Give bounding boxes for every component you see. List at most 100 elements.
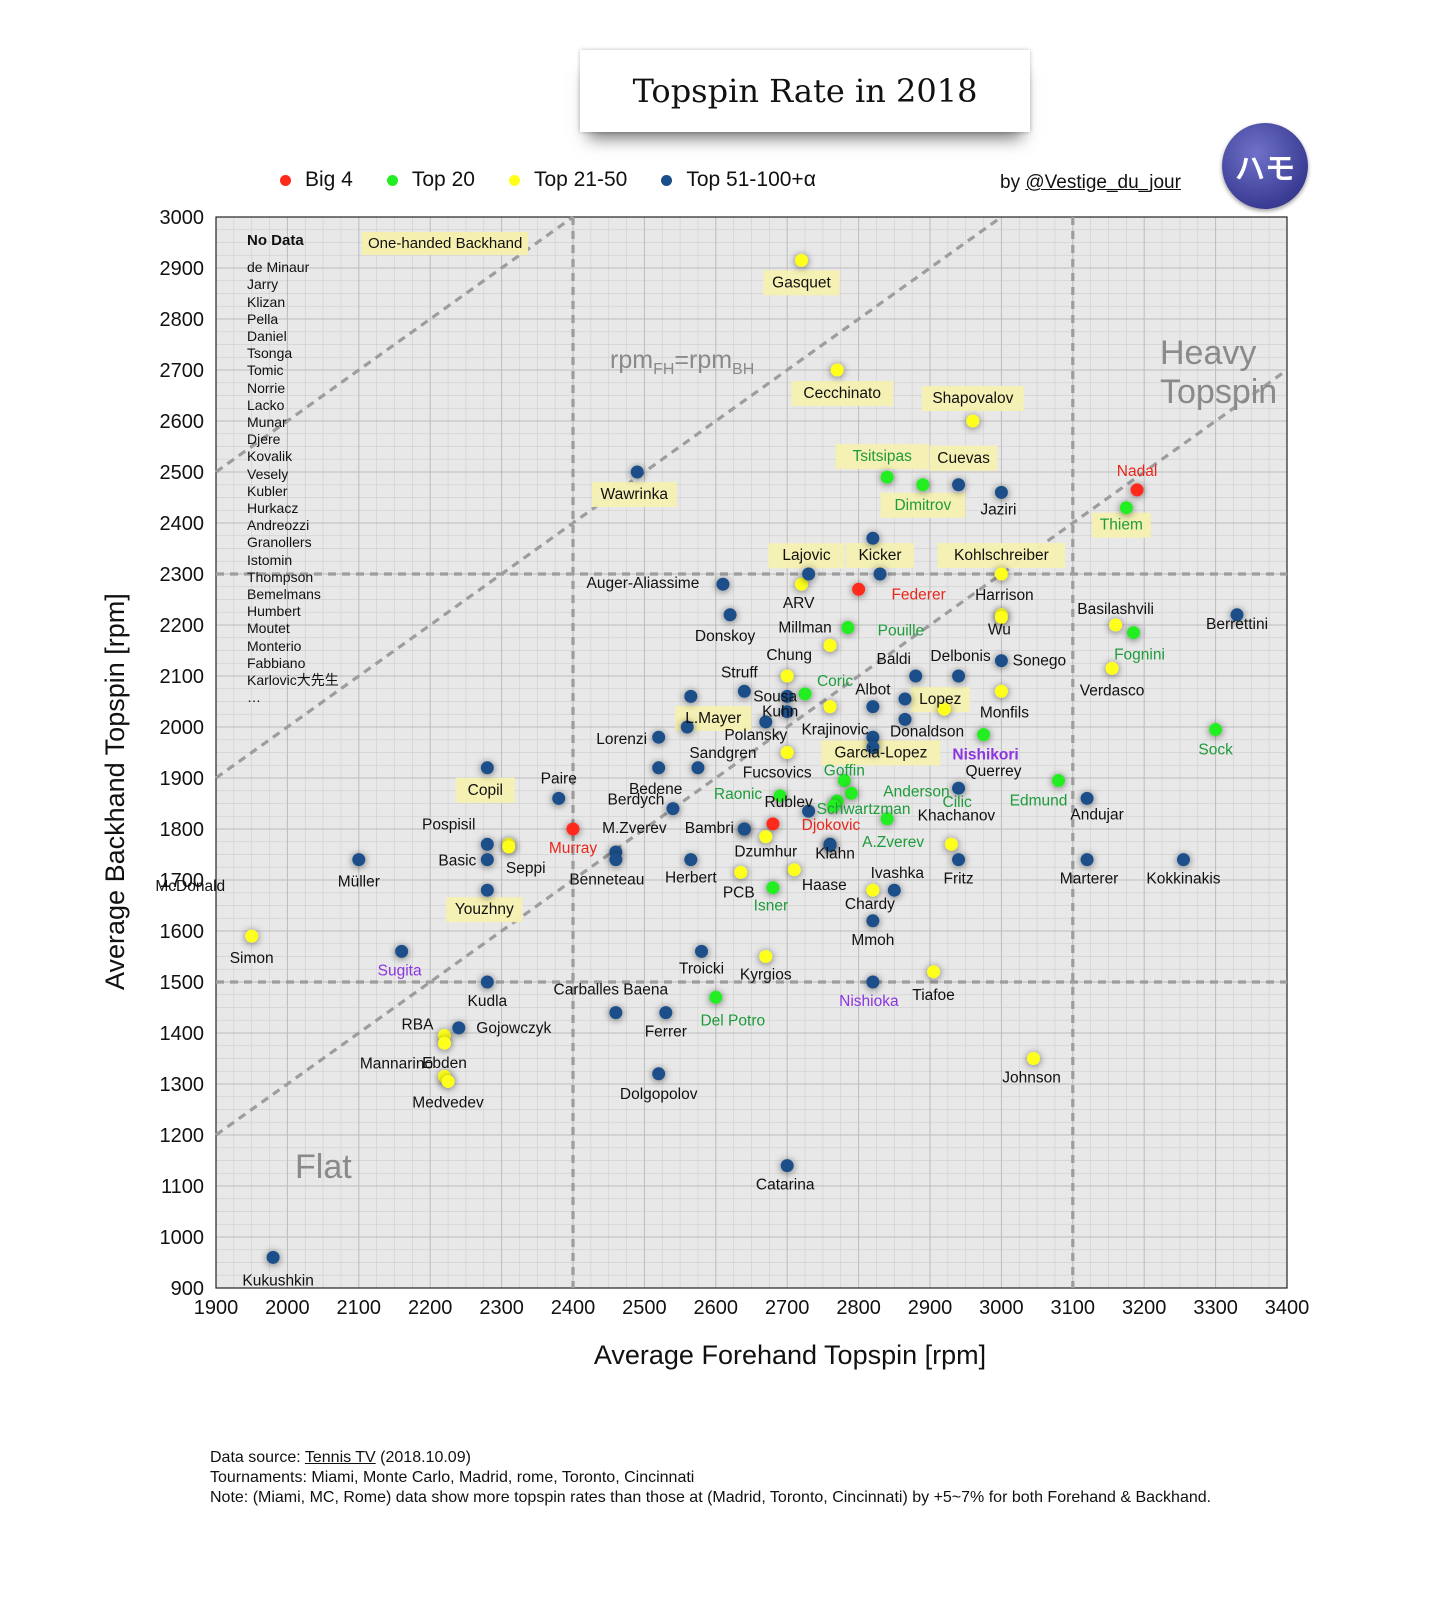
point-label: McDonald [155,878,225,895]
no-data-name: Hurkacz [247,500,299,517]
x-tick-label: 1900 [194,1297,239,1319]
point-label: Khachanov [918,807,996,824]
point-label: Harrison [975,587,1034,604]
data-point [480,853,494,867]
point-label: Basic [438,853,476,870]
y-tick-label: 1900 [160,768,205,790]
data-point [866,740,880,754]
data-point [352,853,366,867]
no-data-name: Daniel [247,328,287,345]
no-data-name: Tsonga [247,345,293,362]
data-point [766,817,780,831]
data-point [977,728,991,742]
data-point [766,881,780,895]
data-point [480,761,494,775]
point-label: Mmoh [851,932,894,949]
point-label: Edmund [1010,793,1068,810]
y-tick-label: 2800 [160,309,205,331]
data-point [927,965,941,979]
point-label: Kohlschreiber [954,547,1049,564]
y-tick-label: 1800 [160,819,205,841]
label-highlight [821,740,941,766]
point-label: Jaziri [980,501,1016,518]
point-label: Gasquet [772,274,831,291]
point-label: Sonego [1013,653,1066,670]
no-data-name: Moutet [247,620,290,637]
zone-heavy-line1: Heavy [1160,334,1257,372]
no-data-name: … [247,689,261,706]
y-axis-label: Average Backhand Topspin [rpm] [100,593,130,990]
label-highlight [455,777,515,803]
footer-source-link[interactable]: Tennis TV [304,1449,376,1466]
x-tick-label: 3000 [979,1297,1024,1319]
no-data-title: No Data [247,232,304,249]
point-label: Basilashvili [1077,601,1154,618]
data-point [684,853,698,867]
point-label: Raonic [714,786,762,803]
data-point [1105,661,1119,675]
data-point [666,802,680,816]
footer: Data source: Tennis TV (2018.10.09) Tour… [210,1448,1211,1508]
point-label: Garcia-Lopez [834,744,927,761]
byline-prefix: by [1000,172,1026,193]
point-label: Carballes Baena [554,982,669,999]
point-label: A.Zverev [862,834,924,851]
point-label: Medvedev [412,1094,484,1111]
data-point [1209,723,1223,737]
legend-item-big4: Big 4 [280,168,353,192]
point-label: Shapovalov [932,390,1013,407]
point-label: Kokkinakis [1146,871,1220,888]
legend-label-top50: Top 21-50 [533,168,628,191]
x-tick-label: 2400 [551,1297,596,1319]
no-data-name: Andreozzi [247,517,310,534]
point-label: Polansky [724,727,787,744]
point-label: Kuhn [762,704,798,721]
data-point [502,840,516,854]
data-point [866,700,880,714]
point-label: Lorenzi [596,731,647,748]
label-highlight [846,543,914,568]
data-point [898,712,912,726]
reference-line-diagonal [215,215,574,474]
point-label: Chardy [845,896,895,913]
point-label: Pouille [878,623,925,640]
byline-handle[interactable]: @Vestige_du_jour [1025,172,1181,193]
diagonal-label: rpmFH=rpmBH [610,346,754,379]
point-label: Klahn [815,845,855,862]
data-point [1080,791,1094,805]
data-point [780,746,794,759]
point-label: Thiem [1100,517,1143,534]
y-tick-label: 2700 [160,360,205,382]
label-highlight [835,444,929,470]
point-label: Sousa [753,688,797,705]
point-label: Donaldson [890,723,964,740]
point-label: Isner [754,898,788,915]
y-tick-label: 2500 [160,462,205,484]
label-highlight [791,381,894,406]
data-point [773,789,787,803]
legend-item-top50: Top 21-50 [508,168,628,192]
point-label: Berdych [608,792,665,809]
data-point [737,822,751,836]
data-point [452,1021,466,1035]
x-tick-label: 2100 [337,1297,382,1319]
data-point [759,950,773,963]
point-label: Dzumhur [734,844,797,861]
point-label: RBA [402,1017,435,1034]
no-data-name: Munar [247,414,287,431]
point-label: Wawrinka [601,486,669,503]
point-label: Del Potro [700,1012,765,1029]
label-highlight [591,482,677,507]
chart-title: Topspin Rate in 2018 [632,72,978,110]
y-tick-label: 2000 [160,717,205,739]
y-tick-label: 2200 [160,615,205,637]
data-point [794,253,808,267]
logo-text: ハモ [1235,153,1295,186]
data-point [780,689,794,703]
legend-dot-top20 [386,174,398,186]
data-point [952,478,966,492]
data-point [880,470,894,484]
x-tick-label: 3300 [1193,1297,1238,1319]
data-point [1027,1052,1041,1065]
x-tick-label: 2300 [479,1297,524,1319]
